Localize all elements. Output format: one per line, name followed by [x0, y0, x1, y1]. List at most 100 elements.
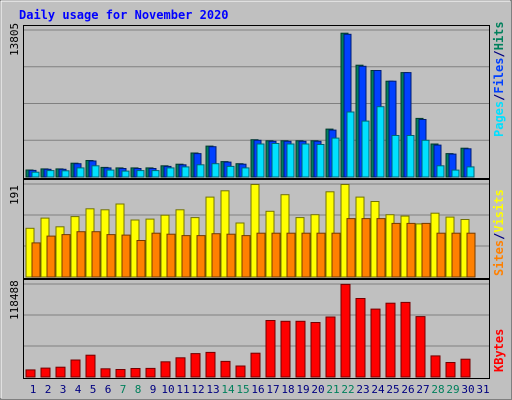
bar-pages-day-22: [346, 111, 355, 178]
bar-kbytes-day-1: [25, 369, 36, 378]
x-label-day-1: 1: [30, 383, 37, 396]
x-label-day-31: 31: [476, 383, 489, 396]
legend-separator: /: [492, 50, 506, 57]
bar-pages-day-19: [301, 143, 310, 178]
bar-sites-day-3: [61, 234, 71, 278]
bar-kbytes-day-21: [325, 316, 336, 378]
bar-sites-day-15: [241, 235, 251, 278]
bar-sites-day-29: [451, 232, 461, 278]
x-label-day-28: 28: [431, 383, 444, 396]
bar-sites-day-19: [301, 232, 311, 278]
bar-pages-day-7: [121, 170, 130, 178]
side-legend-visits-sites: Sites/Visits: [492, 189, 506, 276]
x-label-day-5: 5: [90, 383, 97, 396]
bar-pages-day-27: [421, 139, 430, 178]
x-label-day-7: 7: [120, 383, 127, 396]
bar-kbytes-day-25: [385, 302, 396, 378]
bar-sites-day-30: [466, 232, 476, 278]
x-label-day-23: 23: [356, 383, 369, 396]
bar-sites-day-5: [91, 231, 101, 278]
x-label-day-17: 17: [266, 383, 279, 396]
bar-pages-day-30: [466, 166, 475, 178]
bar-pages-day-3: [61, 170, 70, 178]
bar-sites-day-11: [181, 235, 191, 278]
bar-kbytes-day-26: [400, 301, 411, 378]
bar-pages-day-13: [211, 163, 220, 178]
x-label-day-20: 20: [311, 383, 324, 396]
x-label-day-2: 2: [45, 383, 52, 396]
x-label-day-6: 6: [105, 383, 112, 396]
bar-pages-day-5: [91, 165, 100, 178]
ymax-label-visits: 191: [8, 185, 21, 205]
bar-kbytes-day-6: [100, 368, 111, 378]
bar-pages-day-29: [451, 169, 460, 178]
bar-pages-day-14: [226, 165, 235, 178]
legend-separator: /: [492, 94, 506, 101]
legend-kbytes: KBytes: [492, 329, 506, 372]
bar-kbytes-day-10: [160, 361, 171, 378]
legend-visits: Visits: [492, 189, 506, 232]
bar-pages-day-9: [151, 170, 160, 178]
bar-sites-day-7: [121, 234, 131, 278]
bar-kbytes-day-28: [430, 355, 441, 378]
bar-kbytes-day-18: [280, 320, 291, 378]
chart-title: Daily usage for November 2020: [19, 8, 229, 22]
x-label-day-24: 24: [371, 383, 385, 396]
ymax-label-kbytes: 118488: [8, 280, 21, 320]
x-label-day-3: 3: [60, 383, 67, 396]
bar-kbytes-day-2: [40, 367, 51, 378]
bar-sites-day-4: [76, 231, 86, 278]
x-label-day-12: 12: [191, 383, 204, 396]
bar-kbytes-day-8: [130, 368, 141, 378]
bar-kbytes-day-4: [70, 359, 81, 378]
panel-kbytes: 118488 KBytes: [8, 279, 506, 379]
bar-sites-day-10: [166, 233, 176, 278]
x-label-day-4: 4: [75, 383, 82, 396]
bar-visits-day-16: [250, 184, 260, 278]
bar-kbytes-day-30: [460, 358, 471, 378]
x-label-day-14: 14: [221, 383, 235, 396]
side-legend-hits-files-pages: Pages/Files/Hits: [492, 21, 506, 137]
x-label-day-18: 18: [281, 383, 294, 396]
bar-pages-day-6: [106, 169, 115, 178]
bar-kbytes-day-19: [295, 320, 306, 378]
x-label-day-13: 13: [206, 383, 219, 396]
ymax-label-hits: 13805: [8, 23, 21, 56]
bar-kbytes-day-16: [250, 352, 261, 378]
bar-sites-day-24: [376, 218, 386, 278]
bar-pages-day-18: [286, 143, 295, 178]
x-label-day-8: 8: [135, 383, 142, 396]
bar-pages-day-16: [256, 143, 265, 178]
bar-pages-day-28: [436, 165, 445, 178]
bar-sites-day-25: [391, 222, 401, 278]
bar-kbytes-day-24: [370, 308, 381, 378]
x-label-day-25: 25: [386, 383, 399, 396]
bar-pages-day-25: [391, 135, 400, 178]
bar-kbytes-day-7: [115, 369, 126, 378]
bar-pages-day-15: [241, 167, 250, 178]
bar-sites-day-2: [46, 235, 56, 278]
bar-pages-day-24: [376, 106, 385, 178]
legend-separator: /: [492, 233, 506, 240]
bar-pages-day-23: [361, 120, 370, 178]
bar-pages-day-10: [166, 167, 175, 178]
side-legend-kbytes: KBytes: [492, 329, 506, 372]
legend-pages: Pages: [492, 101, 506, 137]
legend-hits: Hits: [492, 21, 506, 50]
bar-pages-day-26: [406, 135, 415, 178]
bar-sites-day-12: [196, 235, 206, 278]
bar-kbytes-day-3: [55, 366, 66, 378]
bar-sites-day-17: [271, 232, 281, 278]
bar-sites-day-8: [136, 240, 146, 278]
bar-kbytes-day-15: [235, 365, 246, 378]
bar-kbytes-day-13: [205, 351, 216, 378]
panel-visits-sites: 191 Sites/Visits: [8, 179, 506, 279]
bar-sites-day-18: [286, 232, 296, 278]
x-label-day-30: 30: [461, 383, 474, 396]
bar-kbytes-day-22: [340, 283, 351, 378]
bar-sites-day-26: [406, 222, 416, 278]
panel-hits-files-pages: 13805 Pages/Files/Hits: [8, 21, 506, 179]
x-label-day-15: 15: [236, 383, 249, 396]
bar-kbytes-day-11: [175, 357, 186, 378]
